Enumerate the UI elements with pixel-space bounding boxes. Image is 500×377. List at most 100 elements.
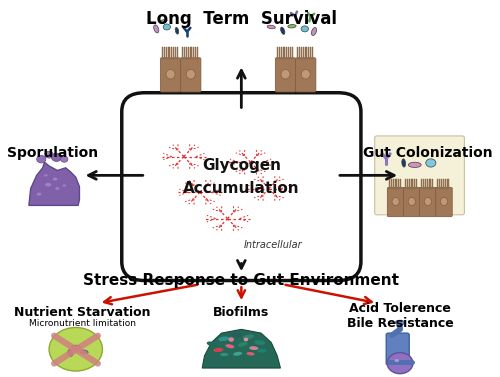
Ellipse shape: [249, 346, 258, 350]
Bar: [412, 179, 414, 188]
Text: Gut Colonization: Gut Colonization: [363, 146, 492, 160]
Ellipse shape: [186, 69, 196, 79]
Ellipse shape: [408, 162, 421, 167]
Bar: [177, 46, 178, 59]
Ellipse shape: [206, 342, 219, 347]
Ellipse shape: [80, 350, 88, 354]
Bar: [306, 46, 308, 59]
Bar: [280, 46, 281, 59]
Bar: [398, 179, 399, 188]
Text: Stress Response to Gut Environment: Stress Response to Gut Environment: [84, 273, 400, 288]
Ellipse shape: [238, 342, 248, 347]
Ellipse shape: [301, 69, 310, 79]
Ellipse shape: [242, 334, 254, 339]
Ellipse shape: [230, 333, 242, 337]
Bar: [389, 179, 390, 188]
Ellipse shape: [36, 193, 42, 196]
Bar: [188, 46, 189, 59]
Ellipse shape: [426, 159, 436, 167]
Bar: [396, 179, 398, 188]
Bar: [400, 179, 401, 188]
Bar: [448, 179, 450, 188]
Bar: [430, 179, 432, 188]
Circle shape: [60, 156, 68, 162]
Bar: [277, 46, 278, 59]
Ellipse shape: [258, 349, 266, 352]
Bar: [392, 179, 394, 188]
Bar: [423, 179, 424, 188]
Bar: [279, 46, 280, 59]
Ellipse shape: [396, 320, 404, 325]
FancyBboxPatch shape: [374, 136, 464, 215]
Bar: [441, 179, 442, 188]
Bar: [446, 179, 448, 188]
Ellipse shape: [280, 27, 285, 34]
Ellipse shape: [267, 25, 276, 29]
Bar: [182, 46, 184, 59]
Bar: [303, 46, 304, 59]
Bar: [414, 179, 416, 188]
Bar: [391, 179, 392, 188]
Ellipse shape: [71, 345, 81, 349]
FancyBboxPatch shape: [160, 58, 180, 92]
Ellipse shape: [218, 336, 230, 341]
Ellipse shape: [301, 26, 308, 32]
Text: Micronutrient limitation: Micronutrient limitation: [29, 319, 136, 328]
FancyBboxPatch shape: [276, 58, 295, 92]
Ellipse shape: [246, 352, 254, 356]
Ellipse shape: [220, 353, 228, 356]
Bar: [409, 179, 410, 188]
FancyBboxPatch shape: [296, 58, 316, 92]
Bar: [195, 46, 196, 59]
Bar: [443, 179, 444, 188]
Bar: [186, 46, 187, 59]
Bar: [292, 46, 293, 59]
Ellipse shape: [62, 184, 66, 187]
Ellipse shape: [159, 20, 167, 23]
Bar: [394, 179, 396, 188]
Text: Glycogen: Glycogen: [202, 158, 281, 173]
Bar: [290, 46, 291, 59]
Bar: [299, 46, 300, 59]
Bar: [426, 179, 428, 188]
Bar: [407, 179, 408, 188]
Ellipse shape: [163, 24, 170, 30]
Bar: [173, 46, 174, 59]
Bar: [175, 46, 176, 59]
Ellipse shape: [244, 338, 248, 342]
Bar: [416, 179, 417, 188]
Ellipse shape: [228, 337, 234, 342]
FancyBboxPatch shape: [386, 333, 409, 365]
Text: Sporulation: Sporulation: [7, 146, 98, 160]
Ellipse shape: [312, 28, 316, 35]
Circle shape: [52, 153, 62, 161]
Bar: [197, 46, 198, 59]
Bar: [432, 179, 434, 188]
Bar: [405, 179, 406, 188]
Ellipse shape: [392, 198, 399, 205]
Bar: [312, 46, 313, 59]
Bar: [304, 46, 306, 59]
Bar: [282, 46, 284, 59]
Circle shape: [387, 352, 413, 374]
Text: Accumulation: Accumulation: [183, 181, 300, 196]
Polygon shape: [202, 329, 280, 368]
Text: Nutrient Starvation: Nutrient Starvation: [14, 306, 151, 319]
Ellipse shape: [44, 174, 48, 176]
Text: Biofilms: Biofilms: [213, 306, 270, 319]
Bar: [428, 179, 430, 188]
Circle shape: [45, 151, 53, 158]
Ellipse shape: [166, 69, 175, 79]
Bar: [439, 179, 440, 188]
Text: Acid Tolerence
Bile Resistance: Acid Tolerence Bile Resistance: [346, 302, 454, 330]
Text: Long  Term  Survival: Long Term Survival: [146, 10, 337, 28]
FancyBboxPatch shape: [436, 187, 452, 217]
Bar: [164, 46, 165, 59]
Ellipse shape: [68, 350, 72, 356]
Ellipse shape: [52, 178, 58, 181]
Bar: [410, 179, 412, 188]
Ellipse shape: [45, 183, 51, 187]
Ellipse shape: [226, 344, 234, 348]
Ellipse shape: [154, 25, 159, 33]
Bar: [425, 179, 426, 188]
